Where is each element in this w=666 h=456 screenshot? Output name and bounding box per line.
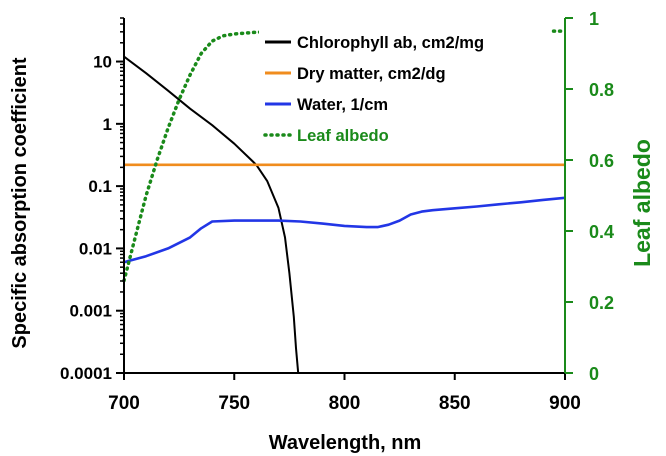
legend-label: Dry matter, cm2/dg: [297, 65, 446, 83]
y2-tick-label: 0.8: [589, 80, 614, 100]
y-tick-label: 0.01: [79, 239, 112, 258]
axes-layer: 10 1 0.1 0.01 0.001 0.0001 700 750 800 850 900 0 0.2…: [60, 9, 614, 414]
y-tick-label: 10: [93, 53, 112, 72]
series-line-2: [123, 196, 566, 264]
y2-tick-label: 0.2: [589, 293, 614, 313]
x-tick-label: 800: [329, 393, 361, 414]
x-tick-label: 900: [549, 393, 581, 414]
y-tick-label: 1: [103, 115, 112, 134]
legend-label: Leaf albedo: [297, 127, 389, 145]
y2-axis-title: Leaf albedo: [629, 139, 655, 267]
x-tick-label: 750: [218, 393, 250, 414]
series-line-0: [123, 55, 300, 374]
y-axis-title: Specific absorption coefficient: [9, 57, 31, 349]
y2-tick-label: 0: [589, 364, 599, 384]
y-tick-label: 0.1: [88, 177, 112, 196]
x-tick-label: 700: [108, 393, 140, 414]
y2-tick-label: 1: [589, 9, 599, 29]
legend-label: Water, 1/cm: [297, 96, 388, 114]
y2-tick-label: 0.6: [589, 151, 614, 171]
y2-tick-label: 0.4: [589, 222, 614, 242]
x-tick-label: 850: [439, 393, 471, 414]
y-tick-label: 0.0001: [60, 364, 112, 383]
legend: Chlorophyll ab, cm2/mg Dry matter, cm2/dg…: [259, 24, 551, 150]
y-tick-label: 0.001: [69, 302, 112, 321]
legend-background: [259, 24, 551, 150]
x-axis-title: Wavelength, nm: [269, 432, 422, 454]
legend-label: Chlorophyll ab, cm2/mg: [297, 34, 484, 52]
